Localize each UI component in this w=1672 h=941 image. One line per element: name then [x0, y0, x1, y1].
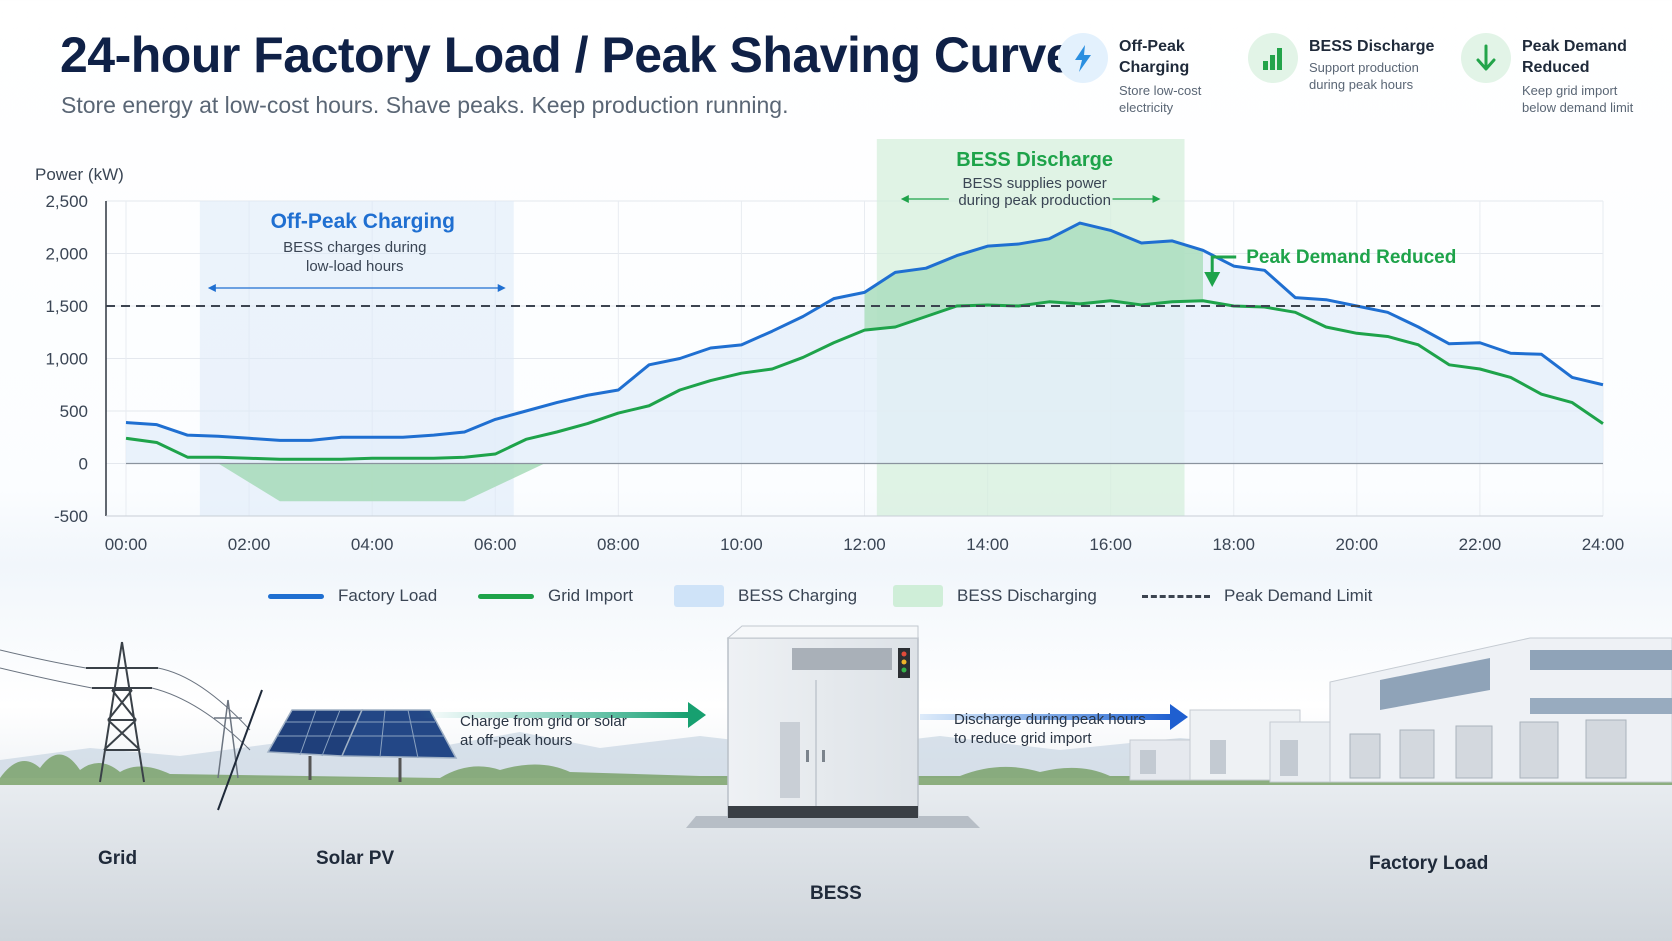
factory-load-label: Factory Load	[1369, 853, 1489, 874]
feature-desc-line: Keep grid import	[1522, 83, 1618, 98]
lightning-icon	[1058, 33, 1108, 83]
page-title: 24-hour Factory Load / Peak Shaving Curv…	[60, 27, 1074, 83]
legend-label: BESS Discharging	[957, 586, 1097, 605]
feature-desc-line: Store low-cost	[1119, 83, 1202, 98]
x-tick-label: 20:00	[1336, 535, 1379, 554]
charge-flow-line: Charge from grid or solar	[460, 713, 627, 730]
discharge-flow-arrow	[920, 714, 1172, 720]
legend-label: Grid Import	[548, 586, 634, 605]
legend-label: Peak Demand Limit	[1224, 586, 1373, 605]
legend-swatch	[478, 593, 534, 599]
legend-factory-load: Factory Load	[268, 583, 437, 609]
x-tick-label: 06:00	[474, 535, 517, 554]
discharge-flow-line: Discharge during peak hours	[954, 711, 1146, 728]
peak-reduced-arrow-head	[1204, 272, 1221, 287]
x-tick-label: 00:00	[105, 535, 148, 554]
legend-grid-import: Grid Import	[478, 583, 633, 609]
legend-label: Factory Load	[338, 586, 438, 605]
feature-title-line: Charging	[1119, 59, 1190, 76]
feature-desc-line: below demand limit	[1522, 100, 1634, 115]
legend-label: BESS Charging	[738, 586, 858, 605]
peak-demand-reduced-label: Peak Demand Reduced	[1246, 247, 1456, 268]
peak-shaving-area	[864, 223, 1203, 331]
feature-title-line: Off-Peak	[1119, 38, 1185, 55]
feature-title-line: Peak Demand	[1522, 38, 1627, 55]
grid-import-line	[125, 299, 1604, 461]
feature-title-line: Reduced	[1522, 59, 1590, 76]
off-peak-charging-desc: BESS charges during	[283, 239, 426, 256]
peak-reduced-arrow	[1210, 255, 1237, 278]
legend-bess-discharging: BESS Discharging	[893, 583, 1097, 609]
x-tick-label: 24:00	[1582, 535, 1625, 554]
bess-cabinet-icon	[686, 625, 980, 828]
y-axis-label: Power (kW)	[35, 165, 124, 184]
factory-building-icon	[1129, 637, 1672, 783]
legend-swatch	[674, 585, 724, 607]
bess-discharge-label: BESS Discharge	[956, 149, 1113, 171]
discharge-flow-line: to reduce grid import	[954, 730, 1092, 747]
discharge-arrow-right	[1152, 195, 1161, 203]
off-peak-charging-desc: low-load hours	[306, 258, 404, 275]
y-tick-label: 1,000	[45, 350, 88, 369]
off-peak-arrow-left	[207, 284, 216, 292]
y-tick-label: 2,500	[45, 192, 88, 211]
charge-flow-label: Charge from grid or solar at off-peak ho…	[460, 712, 627, 750]
x-tick-label: 08:00	[597, 535, 640, 554]
x-tick-label: 22:00	[1459, 535, 1502, 554]
legend-swatch	[1142, 594, 1210, 598]
discharge-flow-label: Discharge during peak hours to reduce gr…	[954, 710, 1146, 748]
feature-bess-discharge: BESS Discharge Support production during …	[1248, 31, 1468, 121]
discharge-arrow-head	[1170, 704, 1188, 730]
feature-peak-demand-reduced: Peak Demand Reduced Keep grid import below…	[1461, 31, 1672, 121]
y-tick-label: 0	[79, 455, 88, 474]
legend-swatch	[268, 593, 324, 599]
off-peak-arrow-right	[497, 284, 506, 292]
solar-panel-icon	[266, 709, 458, 782]
y-tick-label: 1,500	[45, 297, 88, 316]
feature-desc-line: Support production	[1309, 60, 1419, 75]
x-tick-label: 12:00	[843, 535, 886, 554]
y-tick-label: -500	[54, 507, 88, 526]
legend-swatch	[893, 585, 943, 607]
off-peak-charging-label: Off-Peak Charging	[271, 210, 455, 233]
power-tower-icon	[0, 641, 251, 783]
legend-peak-demand-limit: Peak Demand Limit	[1142, 583, 1372, 609]
y-tick-label: 2,000	[45, 245, 88, 264]
charge-arrow-head	[688, 702, 706, 728]
arrow-down-icon	[1461, 33, 1511, 83]
grid-label: Grid	[98, 848, 138, 869]
charge-flow-line: at off-peak hours	[460, 732, 573, 749]
x-tick-label: 04:00	[351, 535, 394, 554]
feature-off-peak-charging: Off-Peak Charging Store low-cost electrici…	[1058, 31, 1278, 121]
y-tick-label: 500	[60, 402, 88, 421]
page-subtitle: Store energy at low-cost hours. Shave pe…	[61, 92, 789, 118]
feature-desc-line: electricity	[1119, 100, 1174, 115]
bess-discharge-desc: during peak production	[958, 192, 1111, 209]
divider-line	[217, 689, 263, 811]
charge-flow-arrow	[420, 712, 688, 718]
bess-label: BESS	[810, 883, 862, 904]
x-tick-label: 10:00	[720, 535, 763, 554]
feature-desc-line: during peak hours	[1309, 77, 1414, 92]
discharge-arrow-left	[900, 195, 909, 203]
x-tick-label: 02:00	[228, 535, 271, 554]
x-tick-label: 16:00	[1089, 535, 1132, 554]
bess-discharge-desc: BESS supplies power	[963, 175, 1107, 192]
solar-pv-label: Solar PV	[316, 848, 395, 869]
energy-flow-scene	[0, 625, 1672, 941]
x-tick-label: 14:00	[966, 535, 1009, 554]
factory-load-area	[126, 223, 1603, 464]
bar-chart-icon	[1248, 33, 1298, 83]
legend-bess-charging: BESS Charging	[674, 583, 857, 609]
feature-title-line: BESS Discharge	[1309, 38, 1435, 55]
bess-charging-area	[218, 463, 545, 502]
x-tick-label: 18:00	[1212, 535, 1255, 554]
peak-shaving-chart: 2,500 2,000 1,500 1,000 500 0 -500 00:00 02:00 04…	[35, 139, 1625, 554]
